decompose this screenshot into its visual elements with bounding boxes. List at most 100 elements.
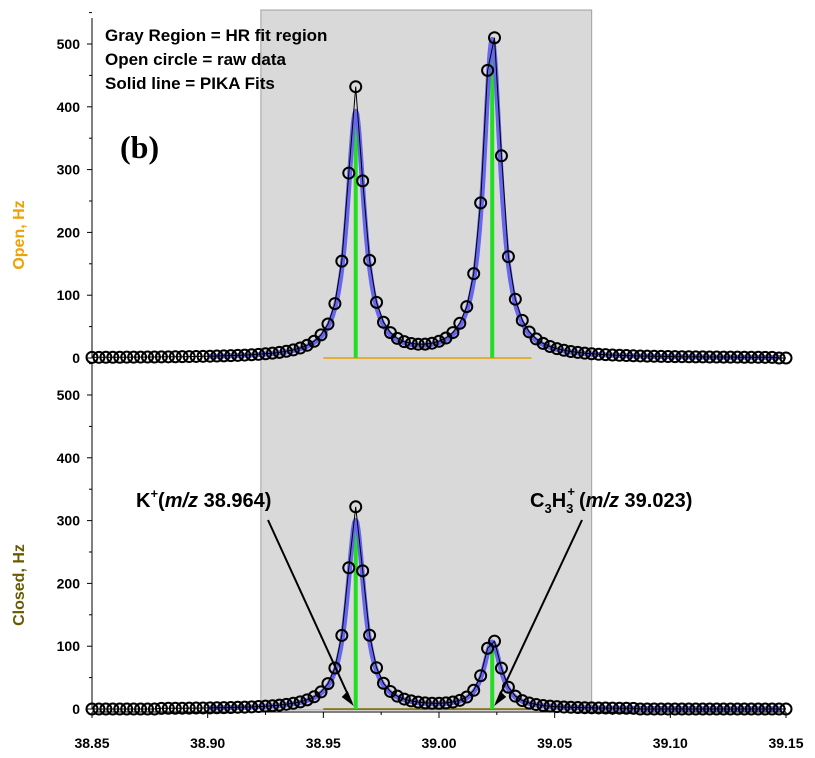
raw-data-layer xyxy=(85,31,793,716)
raw-point-open xyxy=(425,336,439,350)
raw-point-open xyxy=(370,295,384,309)
raw-point-closed xyxy=(730,702,744,716)
raw-point-closed xyxy=(710,702,724,716)
annotation-k-label: K+(m/z 38.964) xyxy=(136,486,271,512)
raw-point-open xyxy=(647,349,661,363)
raw-point-closed xyxy=(633,702,647,716)
y-tick-label-open: 200 xyxy=(57,224,81,240)
raw-point-open xyxy=(217,349,231,363)
raw-point-closed xyxy=(196,701,210,715)
raw-point-open xyxy=(494,149,508,163)
raw-point-closed xyxy=(439,696,453,710)
annotation-c3h3-mz: m/z xyxy=(586,490,619,512)
raw-point-open xyxy=(606,348,619,362)
raw-point-closed xyxy=(390,689,404,703)
y-tick-label-closed: 0 xyxy=(72,701,80,717)
annotation-c3h3-value: 39.023) xyxy=(619,490,692,512)
raw-point-closed xyxy=(744,702,758,716)
raw-point-open xyxy=(772,351,786,365)
raw-point-open xyxy=(411,337,425,351)
raw-point-open xyxy=(633,349,647,363)
raw-point-open xyxy=(592,347,606,361)
raw-point-closed xyxy=(737,702,751,716)
raw-point-closed xyxy=(224,700,238,714)
raw-point-closed xyxy=(210,701,224,715)
raw-point-open xyxy=(120,350,134,364)
y-tick-label-closed: 100 xyxy=(57,638,81,654)
raw-point-closed xyxy=(404,694,418,708)
raw-point-closed xyxy=(92,702,106,716)
raw-point-closed xyxy=(300,693,314,707)
raw-point-closed xyxy=(425,696,439,710)
raw-point-closed xyxy=(654,702,668,716)
raw-point-open xyxy=(106,350,120,364)
raw-point-open xyxy=(363,253,377,267)
y-tick-label-closed: 400 xyxy=(57,450,81,466)
raw-point-open xyxy=(640,349,654,363)
raw-point-closed xyxy=(328,661,342,675)
raw-point-open xyxy=(342,166,356,180)
raw-point-closed xyxy=(571,701,585,715)
raw-point-closed xyxy=(647,702,661,716)
x-tick-label: 38.90 xyxy=(190,735,225,751)
raw-point-open xyxy=(550,342,564,356)
raw-point-open xyxy=(196,349,210,363)
raw-point-open xyxy=(328,297,342,311)
x-tick-label: 38.95 xyxy=(306,735,341,751)
annotation-arrow-k xyxy=(267,519,353,704)
raw-point-open xyxy=(224,349,238,363)
y-tick-label-open: 300 xyxy=(57,162,81,178)
raw-point-closed xyxy=(488,634,502,648)
raw-point-closed xyxy=(175,701,189,715)
annotation-arrow-c3h3 xyxy=(495,519,583,704)
raw-point-closed xyxy=(432,696,446,710)
raw-point-closed xyxy=(578,701,592,715)
raw-point-open xyxy=(397,335,411,349)
legend-line-1: Gray Region = HR fit region xyxy=(105,26,327,45)
raw-point-closed xyxy=(203,701,217,715)
x-tick-label: 39.05 xyxy=(537,735,572,751)
raw-point-open xyxy=(564,344,578,358)
annotation-k-paren: ( xyxy=(158,490,165,512)
raw-point-closed xyxy=(363,628,377,642)
raw-point-open xyxy=(571,345,585,359)
raw-point-closed xyxy=(99,702,113,716)
raw-point-open xyxy=(307,334,321,348)
raw-point-closed xyxy=(481,641,495,655)
raw-point-closed xyxy=(765,702,779,716)
raw-point-open xyxy=(467,267,481,281)
raw-point-closed xyxy=(182,701,196,715)
annotation-k-sup: + xyxy=(150,486,158,501)
raw-point-closed xyxy=(536,699,550,713)
raw-point-closed xyxy=(272,698,286,712)
hr-fit-region xyxy=(260,9,593,711)
raw-point-closed xyxy=(599,701,613,715)
raw-point-closed xyxy=(529,698,543,712)
y-tick-label-open: 500 xyxy=(57,36,81,52)
annotation-c3h3-paren: ( xyxy=(579,490,586,512)
raw-point-open xyxy=(432,334,446,348)
y-tick-label-closed: 200 xyxy=(57,575,81,591)
raw-point-closed xyxy=(120,702,134,716)
legend-line-3: Solid line = PIKA Fits xyxy=(105,74,275,93)
raw-point-closed xyxy=(592,701,606,715)
raw-point-closed xyxy=(238,700,252,714)
raw-point-open xyxy=(238,348,252,362)
raw-point-open xyxy=(446,326,460,340)
raw-point-open xyxy=(779,351,793,365)
raw-point-open xyxy=(321,317,335,331)
raw-point-open xyxy=(356,174,370,188)
raw-point-closed xyxy=(557,700,571,714)
raw-point-closed xyxy=(189,701,203,715)
raw-point-open xyxy=(349,80,363,94)
raw-point-open xyxy=(245,348,259,362)
raw-point-closed xyxy=(626,701,640,715)
y-tick-label-closed: 500 xyxy=(57,387,81,403)
x-tick-label: 39.10 xyxy=(653,735,688,751)
raw-point-open xyxy=(737,350,751,364)
raw-point-open xyxy=(696,350,710,364)
raw-point-closed xyxy=(522,696,536,710)
raw-point-open xyxy=(252,347,266,361)
raw-point-closed xyxy=(446,695,460,709)
